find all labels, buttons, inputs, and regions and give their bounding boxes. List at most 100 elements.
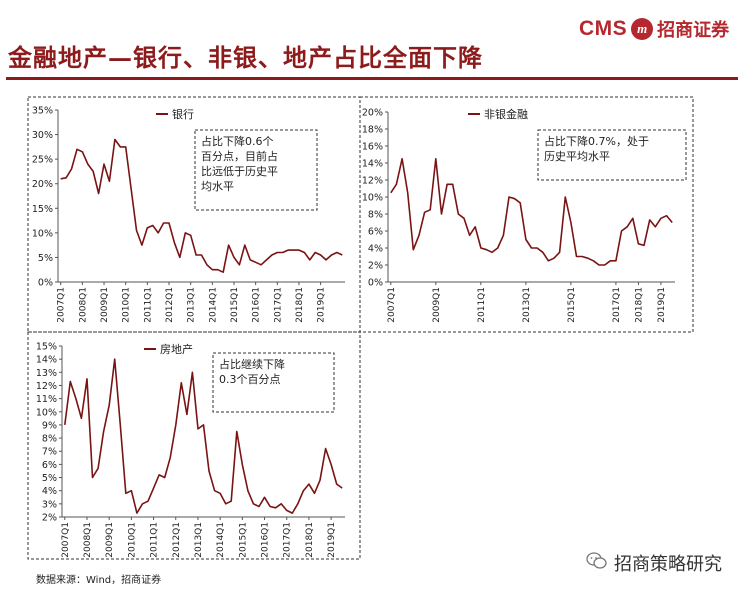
- legend-label: 非银金融: [484, 107, 528, 121]
- y-tick-label: 18%: [362, 125, 383, 136]
- x-tick-label: 2009Q1: [432, 287, 442, 323]
- y-tick-label: 2%: [368, 261, 383, 272]
- annotation-box: [537, 129, 687, 181]
- x-tick-label: 2012Q1: [165, 287, 175, 323]
- y-tick-label: 4%: [368, 244, 383, 255]
- brand-logo: CMS m 招商证券: [579, 16, 729, 42]
- x-tick-label: 2013Q1: [194, 522, 204, 558]
- series-line: [64, 358, 343, 514]
- y-tick-label: 10%: [32, 228, 53, 239]
- annotation-text: 占比继续下降: [219, 357, 285, 371]
- wechat-icon: [586, 551, 608, 575]
- x-tick-label: 2009Q1: [105, 522, 115, 558]
- x-tick-label: 2019Q1: [327, 522, 337, 558]
- panel-frame-nonbank: [359, 96, 694, 333]
- logo-company-name: 招商证券: [657, 20, 730, 41]
- chart-bank: 0% 5% 10% 15% 20% 25% 30% 35% 2007Q1 2008Q1 2009Q1…: [32, 106, 345, 323]
- y-tick-label: 5%: [42, 473, 57, 484]
- x-tick-label: 2010Q1: [127, 522, 137, 558]
- annotation-text: 历史平均水平: [544, 150, 610, 163]
- wechat-watermark: 招商策略研究: [586, 550, 722, 576]
- logo-cms-text: CMS: [579, 17, 628, 40]
- y-tick-label: 2%: [42, 513, 57, 524]
- x-tick-label: 2019Q1: [657, 287, 667, 323]
- x-tick-label: 2014Q1: [216, 522, 226, 558]
- y-tick-label: 10%: [36, 407, 57, 418]
- legend-label: 房地产: [160, 342, 193, 356]
- y-tick-label: 7%: [42, 447, 57, 458]
- y-tick-label: 14%: [362, 159, 383, 170]
- x-tick-label: 2010Q1: [122, 287, 132, 323]
- y-tick-label: 0%: [38, 278, 53, 289]
- y-tick-label: 0%: [368, 278, 383, 289]
- x-tick-label: 2016Q1: [261, 522, 271, 558]
- annotation-text: 比远低于历史平: [201, 165, 278, 178]
- y-tick-label: 15%: [32, 204, 53, 215]
- x-tick-label: 2007Q1: [61, 522, 71, 558]
- y-tick-label: 6%: [42, 460, 57, 471]
- chart-realestate: 2% 3% 4% 5% 6% 7% 8% 9% 10% 11% 12% 13% 14% 15% 2007Q1…: [36, 342, 345, 558]
- annotation-text: 百分点，目前占: [201, 149, 278, 163]
- x-tick-label: 2013Q1: [522, 287, 532, 323]
- annotation-text: 占比下降0.6个: [201, 134, 274, 148]
- y-tick-label: 16%: [362, 142, 383, 153]
- y-tick-label: 3%: [42, 499, 57, 510]
- x-tick-label: 2008Q1: [83, 522, 93, 558]
- annotation-text: 占比下降0.7%，处于: [544, 134, 649, 148]
- y-tick-label: 6%: [368, 227, 383, 238]
- x-tick-label: 2015Q1: [567, 287, 577, 323]
- wechat-account-name: 招商策略研究: [614, 554, 722, 575]
- x-tick-label: 2011Q1: [477, 287, 487, 323]
- x-tick-label: 2011Q1: [143, 287, 153, 323]
- y-tick-label: 10%: [362, 193, 383, 204]
- y-tick-label: 8%: [368, 210, 383, 221]
- series-line: [390, 158, 673, 266]
- data-source-note: 数据来源：Wind，招商证券: [36, 575, 162, 586]
- x-tick-label: 2013Q1: [187, 287, 197, 323]
- y-tick-label: 12%: [362, 176, 383, 187]
- x-tick-label: 2018Q1: [305, 522, 315, 558]
- page-title: 金融地产—银行、非银、地产占比全面下降: [8, 43, 483, 72]
- y-tick-label: 14%: [36, 355, 57, 366]
- x-tick-label: 2007Q1: [57, 287, 67, 323]
- x-tick-label: 2017Q1: [273, 287, 283, 323]
- annotation-box: [212, 352, 335, 413]
- x-tick-label: 2007Q1: [387, 287, 397, 323]
- series-line: [60, 138, 343, 273]
- x-tick-label: 2017Q1: [283, 522, 293, 558]
- annotation-text: 0.3个百分点: [219, 373, 281, 386]
- y-tick-label: 5%: [38, 253, 53, 264]
- y-tick-label: 30%: [32, 130, 53, 141]
- annotation-box: [194, 129, 318, 211]
- chart-nonbank: 0% 2% 4% 6% 8% 10% 12% 14% 16% 18% 20% 2007Q1 2009Q1…: [362, 107, 687, 323]
- panel-frame-realestate: [27, 331, 361, 560]
- x-tick-label: 2016Q1: [252, 287, 262, 323]
- legend-label: 银行: [172, 107, 194, 121]
- y-tick-label: 13%: [36, 368, 57, 379]
- y-tick-label: 8%: [42, 434, 57, 445]
- y-tick-label: 20%: [32, 179, 53, 190]
- x-tick-label: 2015Q1: [238, 522, 248, 558]
- x-tick-label: 2017Q1: [612, 287, 622, 323]
- y-tick-label: 25%: [32, 155, 53, 166]
- x-tick-label: 2008Q1: [78, 287, 88, 323]
- x-tick-label: 2018Q1: [634, 287, 644, 323]
- title-underline: [6, 77, 738, 80]
- y-tick-label: 12%: [36, 381, 57, 392]
- x-tick-label: 2012Q1: [172, 522, 182, 558]
- x-tick-label: 2019Q1: [317, 287, 327, 323]
- y-tick-label: 9%: [42, 420, 57, 431]
- y-tick-label: 11%: [36, 394, 57, 405]
- y-tick-label: 35%: [32, 106, 53, 117]
- logo-badge-icon: m: [631, 18, 654, 40]
- x-tick-label: 2009Q1: [100, 287, 110, 323]
- x-tick-label: 2018Q1: [295, 287, 305, 323]
- y-tick-label: 15%: [36, 342, 57, 353]
- annotation-text: 均水平: [201, 180, 234, 193]
- y-tick-label: 4%: [42, 486, 57, 497]
- y-tick-label: 20%: [362, 108, 383, 119]
- x-tick-label: 2011Q1: [150, 522, 160, 558]
- x-tick-label: 2014Q1: [208, 287, 218, 323]
- x-tick-label: 2015Q1: [230, 287, 240, 323]
